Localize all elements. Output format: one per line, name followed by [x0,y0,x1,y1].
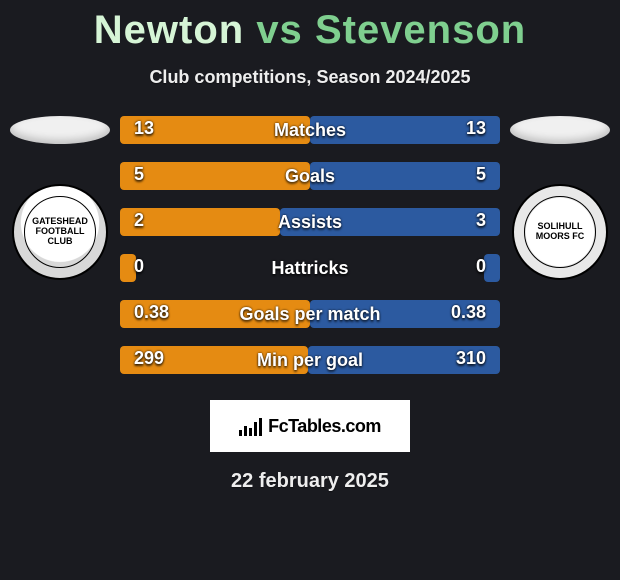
stat-value-left: 2 [134,210,144,231]
brand-chart-icon [239,416,262,436]
stat-value-right: 3 [476,210,486,231]
title-player2: Stevenson [315,8,526,52]
stat-value-left: 0.38 [134,302,169,323]
stat-bar-right [484,254,500,282]
stat-value-left: 0 [134,256,144,277]
stat-row: 0 0Hattricks [130,254,490,282]
stat-row: 23Assists [130,208,490,236]
stat-row: 55Goals [130,162,490,190]
left-side-column: GATESHEAD FOOTBALL CLUB [0,116,120,280]
right-side-column: SOLIHULL MOORS FC [500,116,620,280]
stat-value-right: 0 [476,256,486,277]
stat-row: 299310Min per goal [130,346,490,374]
date-line: 22 february 2025 [0,470,620,493]
page-title: Newton vs Stevenson [0,0,620,53]
player-photo-left [10,116,110,144]
stat-value-right: 310 [456,348,486,369]
club-badge-right-label: SOLIHULL MOORS FC [524,196,596,268]
stat-bar-right [280,208,500,236]
club-badge-left: GATESHEAD FOOTBALL CLUB [12,184,108,280]
brand-box[interactable]: FcTables.com [210,400,410,452]
stat-bar-right [310,162,500,190]
stat-rows: 1313Matches55Goals23Assists00Hattricks0.… [130,116,490,374]
stat-bar-left [120,162,310,190]
stat-value-right: 13 [466,118,486,139]
stat-value-left: 13 [134,118,154,139]
comparison-content: GATESHEAD FOOTBALL CLUB SOLIHULL MOORS F… [0,116,620,374]
club-badge-right: SOLIHULL MOORS FC [512,184,608,280]
stat-value-left: 299 [134,348,164,369]
title-player1: Newton [94,8,244,52]
club-badge-left-label: GATESHEAD FOOTBALL CLUB [24,196,96,268]
subtitle: Club competitions, Season 2024/2025 [0,67,620,88]
stat-value-left: 5 [134,164,144,185]
brand-text: FcTables.com [268,416,381,437]
stat-value-right: 0.38 [451,302,486,323]
player-photo-right [510,116,610,144]
stat-row: 0.380.38Goals per match [130,300,490,328]
stat-value-right: 5 [476,164,486,185]
stat-label: Hattricks [130,258,490,279]
title-vs: vs [256,8,303,52]
stat-row: 1313Matches [130,116,490,144]
